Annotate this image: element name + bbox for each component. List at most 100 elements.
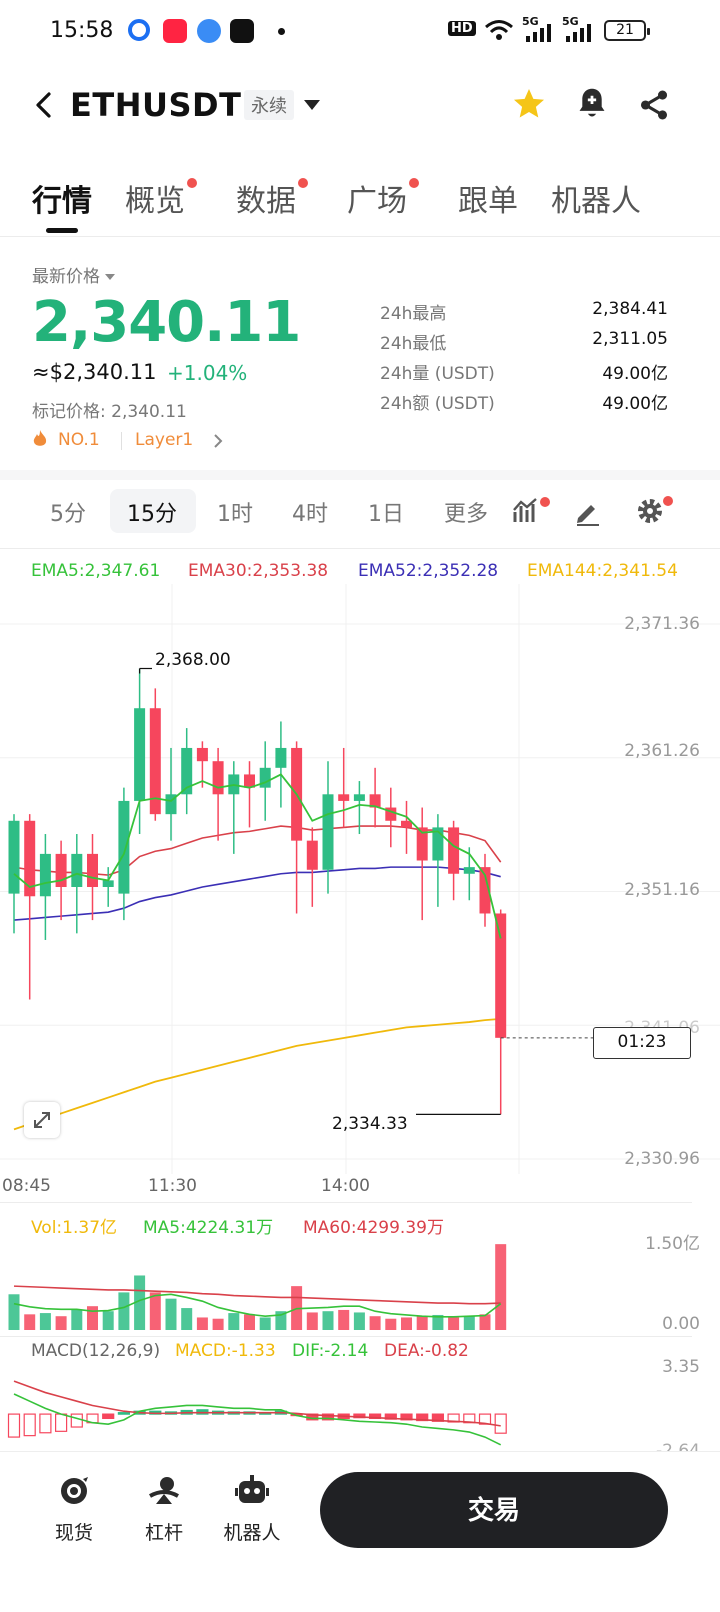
ema52-legend: EMA52:2,352.28 (358, 561, 499, 581)
stat-volume-label: 24h量 (USDT) (380, 364, 495, 384)
macd-bar (23, 1413, 36, 1437)
dif-value: DIF:-2.14 (292, 1341, 369, 1361)
candle-body (259, 767, 271, 788)
candle-body (244, 774, 255, 788)
fullscreen-button[interactable] (24, 1102, 60, 1138)
candlestick-chart[interactable] (0, 584, 720, 1174)
tab-market[interactable]: 行情 (32, 184, 92, 219)
sector-link[interactable]: Layer1 (135, 430, 194, 450)
trade-button[interactable]: 交易 (320, 1472, 668, 1548)
nav-margin-label: 杠杆 (144, 1522, 183, 1544)
signal-icon-2 (566, 24, 591, 42)
star-icon[interactable] (511, 86, 547, 122)
settings-gear-icon[interactable] (634, 494, 676, 528)
nav-robot-label: 机器人 (223, 1522, 281, 1544)
macd-bar (117, 1412, 131, 1415)
ema5-legend: EMA5:2,347.61 (31, 561, 161, 581)
tab-square[interactable]: 广场 (347, 176, 419, 220)
timeframe-1h[interactable]: 1时 (217, 502, 253, 527)
volume-bar (8, 1294, 20, 1330)
stat-high-value: 2,384.41 (592, 299, 668, 319)
rank-badge: NO.1 (58, 430, 100, 450)
volume-bar (479, 1314, 491, 1330)
divider (0, 1202, 692, 1203)
macd-bar (494, 1413, 507, 1434)
more-notifications-icon (278, 28, 285, 35)
candle-body (87, 853, 98, 887)
volume-bar (39, 1313, 51, 1330)
macd-bar (321, 1413, 335, 1421)
divider (0, 1336, 692, 1337)
candle-body (306, 840, 318, 870)
xiaohongshu-icon (163, 19, 187, 43)
chevron-right-icon[interactable] (212, 432, 224, 450)
candle-body (416, 827, 428, 861)
symbol-title[interactable]: ETHUSDT (70, 86, 242, 124)
caret-down-icon (105, 274, 116, 280)
x-tick: 08:45 (2, 1176, 51, 1196)
volume-bar (275, 1311, 287, 1330)
y-tick: 2,371.36 (624, 614, 700, 634)
vol-ma5-legend: MA5:4224.31万 (143, 1218, 274, 1238)
status-bar: 15:58 HD 5G 5G 21 (0, 0, 720, 66)
candle-body (165, 794, 177, 815)
volume-bar (165, 1298, 177, 1330)
ema144-legend: EMA144:2,341.54 (527, 561, 678, 581)
indicator-icon[interactable] (512, 496, 552, 526)
volume-bar (401, 1317, 412, 1330)
draw-pencil-icon[interactable] (573, 497, 603, 527)
y-tick: 2,330.96 (624, 1149, 700, 1169)
candle-body (8, 820, 20, 894)
timeframe-4h[interactable]: 4时 (292, 502, 328, 527)
ema52-line (13, 866, 501, 921)
candle-countdown: 01:23 (593, 1027, 691, 1059)
volume-bar (338, 1309, 350, 1330)
candle-body (102, 880, 114, 887)
candle-body (401, 820, 412, 828)
tab-bots[interactable]: 机器人 (551, 184, 641, 219)
hd-icon: HD (448, 21, 476, 36)
volume-bar (118, 1292, 130, 1330)
back-arrow-icon[interactable] (30, 90, 60, 120)
y-tick: 2,351.16 (624, 880, 700, 900)
candle-body (55, 853, 67, 887)
nav-robot[interactable]: 机器人 (212, 1474, 292, 1545)
dea-value: DEA:-0.82 (384, 1341, 469, 1361)
status-time: 15:58 (50, 18, 114, 43)
divider (121, 432, 122, 450)
chevron-down-icon[interactable] (304, 100, 320, 110)
volume-bar (416, 1316, 428, 1330)
timeframe-5m[interactable]: 5分 (50, 502, 86, 527)
app-c-icon (128, 19, 150, 41)
volume-bar (24, 1314, 36, 1330)
tab-overview[interactable]: 概览 (125, 176, 197, 220)
stat-volume-value: 49.00亿 (602, 364, 668, 384)
timeframe-1d[interactable]: 1日 (368, 502, 404, 527)
tab-copy-trade[interactable]: 跟单 (458, 184, 518, 219)
candle-body (432, 827, 444, 861)
volume-bar (212, 1318, 224, 1330)
tab-data[interactable]: 数据 (236, 176, 308, 220)
nav-spot[interactable]: 现货 (34, 1474, 114, 1545)
vol-ma60-legend: MA60:4299.39万 (303, 1218, 444, 1238)
stat-low-label: 24h最低 (380, 334, 447, 354)
nav-margin[interactable]: 杠杆 (124, 1474, 204, 1545)
vol-legend: Vol:1.37亿 (31, 1218, 118, 1238)
timeframe-15m[interactable]: 15分 (127, 502, 177, 527)
candle-body (353, 794, 365, 801)
last-price: 2,340.11 (32, 290, 301, 355)
vol-y-tick: 1.50亿 (645, 1234, 700, 1254)
macd-chart[interactable] (0, 1366, 720, 1452)
share-icon[interactable] (637, 88, 671, 122)
last-price-label[interactable]: 最新价格 (32, 262, 116, 287)
bell-add-icon[interactable] (575, 86, 609, 122)
candle-body (448, 827, 460, 874)
active-timeframe-bg (110, 489, 196, 533)
active-tab-indicator (46, 228, 78, 233)
candle-body (212, 761, 224, 795)
x-tick: 11:30 (148, 1176, 197, 1196)
volume-chart[interactable] (0, 1232, 720, 1334)
signal-icon (526, 24, 551, 42)
timeframe-more[interactable]: 更多 (444, 502, 489, 527)
